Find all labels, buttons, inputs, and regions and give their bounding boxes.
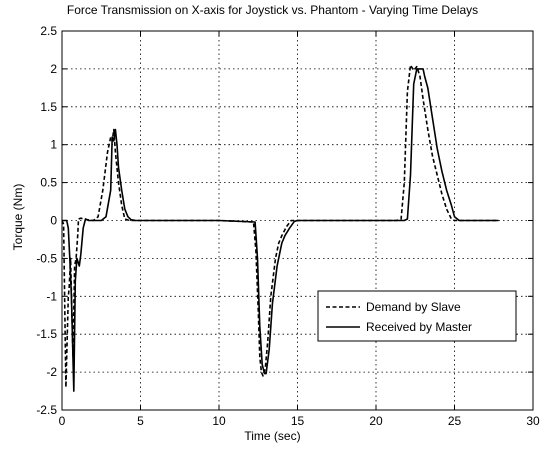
x-tick-label: 20: [369, 414, 383, 428]
legend: Demand by Slave Received by Master: [317, 290, 517, 342]
legend-label: Received by Master: [366, 320, 472, 334]
y-tick-label: 0.5: [40, 176, 57, 190]
series-line-received-by-master: [62, 68, 499, 392]
y-tick-label: 2.5: [40, 24, 57, 38]
legend-label: Demand by Slave: [366, 300, 461, 314]
y-axis-label: Torque (Nm): [11, 183, 25, 251]
y-tick-label: 0: [50, 214, 57, 228]
x-tick-label: 5: [137, 414, 144, 428]
y-tick-label: 2: [50, 62, 57, 76]
y-tick-label: -1: [46, 289, 57, 303]
y-tick-label: -2.5: [36, 403, 57, 417]
x-tick-label: 25: [448, 414, 462, 428]
x-axis-label: Time (sec): [244, 429, 301, 443]
chart-title: Force Transmission on X-axis for Joystic…: [66, 3, 479, 17]
x-tick-label: 0: [59, 414, 66, 428]
y-tick-label: -0.5: [36, 251, 57, 265]
y-tick-label: 1.5: [40, 100, 57, 114]
x-tick-label: 10: [212, 414, 226, 428]
y-tick-label: -1.5: [36, 327, 57, 341]
x-tick-label: 15: [291, 414, 305, 428]
x-tick-label: 30: [526, 414, 540, 428]
y-tick-label: -2: [46, 365, 57, 379]
legend-box: [317, 290, 517, 342]
series-layer: [61, 64, 499, 392]
axis-layer: 0 5 10 15 20 25 30 -2.5 -2 -1.5 -1 -0.5 0 0.5 1 1.5 2 2.5: [36, 24, 540, 428]
y-tick-label: 1: [50, 138, 57, 152]
series-line-demand-by-slave: [61, 64, 499, 389]
